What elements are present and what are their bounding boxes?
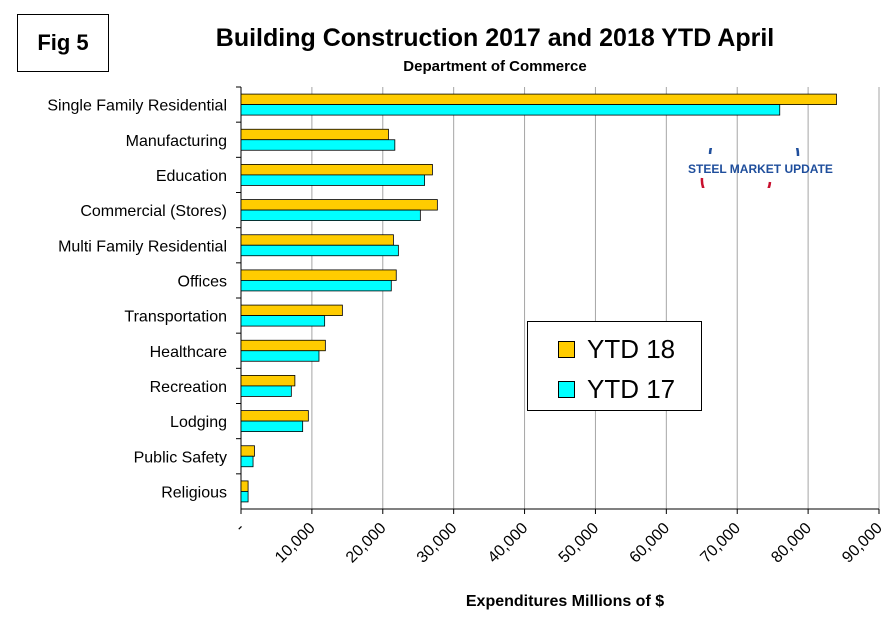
- y-category-label: Lodging: [170, 414, 227, 431]
- x-tick-label: 50,000: [556, 520, 603, 567]
- x-tick-label: 90,000: [839, 520, 886, 567]
- x-tick-label: 40,000: [485, 520, 532, 567]
- logo-arc-top: [708, 148, 800, 157]
- legend-swatch-ytd18: [558, 341, 575, 358]
- bar-ytd18: [240, 164, 433, 176]
- x-tick-label: 30,000: [414, 520, 461, 567]
- legend-label-ytd17: YTD 17: [587, 374, 676, 404]
- bar-ytd18: [240, 128, 389, 141]
- y-category-label: Manufacturing: [126, 133, 227, 150]
- bar-ytd17: [240, 280, 392, 292]
- bar-ytd18: [240, 199, 438, 211]
- bar-ytd18: [240, 339, 326, 352]
- logo-arc-bottom: [700, 177, 772, 188]
- x-axis-title: Expenditures Millions of $: [466, 593, 664, 610]
- bar-ytd17: [240, 350, 320, 362]
- logo-text: STEEL MARKET UPDATE: [688, 162, 833, 176]
- bar-ytd17: [240, 209, 421, 221]
- y-category-label: Commercial (Stores): [80, 203, 227, 220]
- y-category-label: Religious: [161, 484, 227, 501]
- x-tick-label: 80,000: [768, 520, 815, 567]
- bar-ytd18: [240, 234, 394, 246]
- y-category-label: Healthcare: [150, 344, 227, 361]
- y-category-label: Single Family Residential: [47, 98, 227, 115]
- chart-subtitle: Department of Commerce: [403, 58, 587, 75]
- bar-ytd17: [240, 244, 399, 257]
- chart-title: Building Construction 2017 and 2018 YTD …: [215, 24, 775, 52]
- y-category-label: Multi Family Residential: [58, 238, 227, 255]
- bar-ytd17: [240, 385, 292, 397]
- x-tick-label: 60,000: [627, 520, 674, 567]
- bar-ytd17: [240, 491, 249, 503]
- bar-ytd18: [240, 445, 255, 457]
- x-tick-label: 10,000: [272, 520, 319, 567]
- bar-ytd18: [240, 410, 309, 422]
- bar-ytd17: [240, 104, 781, 116]
- bar-ytd17: [240, 174, 426, 186]
- bar-ytd17: [240, 139, 396, 151]
- legend-swatch-ytd17: [558, 381, 575, 398]
- figure-label: Fig 5: [17, 14, 109, 72]
- y-category-label: Transportation: [124, 309, 227, 326]
- y-category-label: Public Safety: [134, 449, 227, 466]
- bar-ytd18: [240, 375, 296, 387]
- steel-market-update-logo: STEEL MARKET UPDATE: [688, 148, 833, 188]
- bar-ytd17: [240, 420, 304, 432]
- y-category-label: Education: [156, 168, 227, 185]
- x-tick-label: 70,000: [697, 520, 744, 567]
- chart-legend: YTD 18 YTD 17: [527, 321, 702, 411]
- bar-ytd18: [240, 480, 249, 492]
- bar-ytd17: [240, 455, 254, 468]
- bar-ytd18: [240, 304, 343, 316]
- y-category-label: Offices: [178, 273, 228, 290]
- bar-ytd17: [240, 315, 326, 327]
- y-category-label: Recreation: [150, 379, 227, 396]
- legend-label-ytd18: YTD 18: [587, 334, 676, 364]
- legend-item-ytd17: YTD 17: [558, 374, 675, 405]
- legend-item-ytd18: YTD 18: [558, 334, 675, 365]
- x-tick-label: -: [232, 520, 248, 536]
- bar-ytd18: [240, 93, 837, 105]
- x-tick-label: 20,000: [343, 520, 390, 567]
- bar-ytd18: [240, 269, 397, 281]
